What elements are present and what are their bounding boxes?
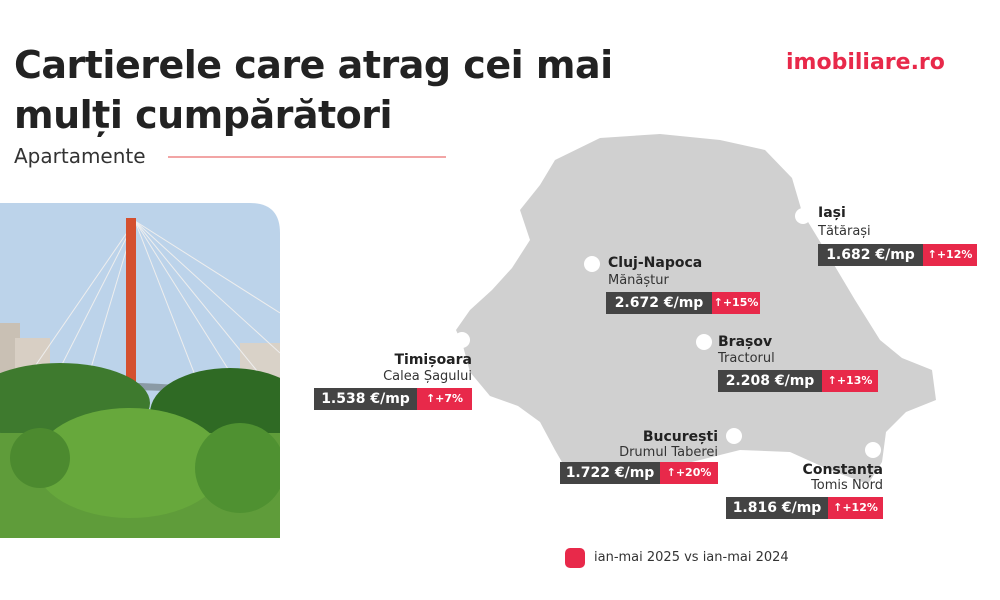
city-name: Cluj-Napoca — [608, 255, 703, 271]
city-dot — [726, 428, 742, 444]
logo[interactable]: imobiliare.ro — [786, 50, 945, 75]
price: 1.538 €/mp — [314, 388, 417, 410]
change: ↑+15% — [712, 292, 760, 314]
district: Drumul Taberei — [619, 445, 718, 460]
city-dot — [454, 332, 470, 348]
legend-text: ian-mai 2025 vs ian-mai 2024 — [594, 550, 789, 565]
city-name: Iași — [818, 205, 846, 221]
city-dot — [696, 334, 712, 350]
city-dot — [865, 442, 881, 458]
district: Tractorul — [718, 351, 775, 366]
divider — [168, 156, 446, 158]
subtitle: Apartamente — [14, 144, 146, 168]
city-dot — [584, 256, 600, 272]
price: 1.722 €/mp — [560, 462, 660, 484]
city-name: Brașov — [718, 334, 773, 350]
price: 2.208 €/mp — [718, 370, 822, 392]
district: Tătărași — [818, 224, 871, 239]
city-dot — [795, 208, 811, 224]
title-line: Cartierele care atrag cei mai — [14, 43, 613, 87]
price: 1.682 €/mp — [818, 244, 923, 266]
title-line: mulți cumpărători — [14, 93, 393, 137]
district: Mănăștur — [608, 273, 669, 288]
title: Cartierele care atrag cei mai mulți cump… — [14, 40, 613, 140]
price: 2.672 €/mp — [606, 292, 712, 314]
city-name: București — [642, 429, 718, 445]
change: ↑+20% — [660, 462, 718, 484]
legend-swatch — [565, 548, 585, 568]
city-name: Constanța — [802, 462, 883, 478]
district: Calea Șagului — [383, 369, 472, 384]
district: Tomis Nord — [811, 478, 883, 493]
change: ↑+7% — [417, 388, 472, 410]
price: 1.816 €/mp — [726, 497, 828, 519]
change: ↑+13% — [822, 370, 878, 392]
change: ↑+12% — [923, 244, 977, 266]
city-name: Timișoara — [394, 352, 473, 368]
photo — [0, 203, 280, 538]
change: ↑+12% — [828, 497, 883, 519]
